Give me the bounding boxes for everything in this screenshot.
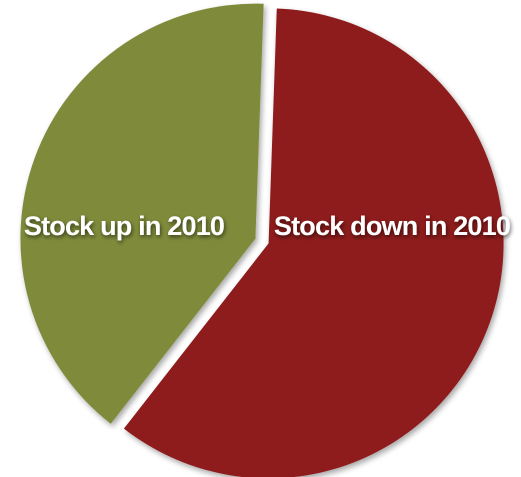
pie-slices <box>20 3 504 477</box>
pie-slice-stock-down <box>123 8 504 477</box>
pie-slice-stock-up <box>20 3 264 424</box>
pie-slice-label-stock-up: Stock up in 2010 <box>24 211 224 241</box>
pie-slice-label-stock-down: Stock down in 2010 <box>274 211 510 241</box>
pie-labels: Stock up in 2010 Stock down in 2010 <box>24 211 511 241</box>
